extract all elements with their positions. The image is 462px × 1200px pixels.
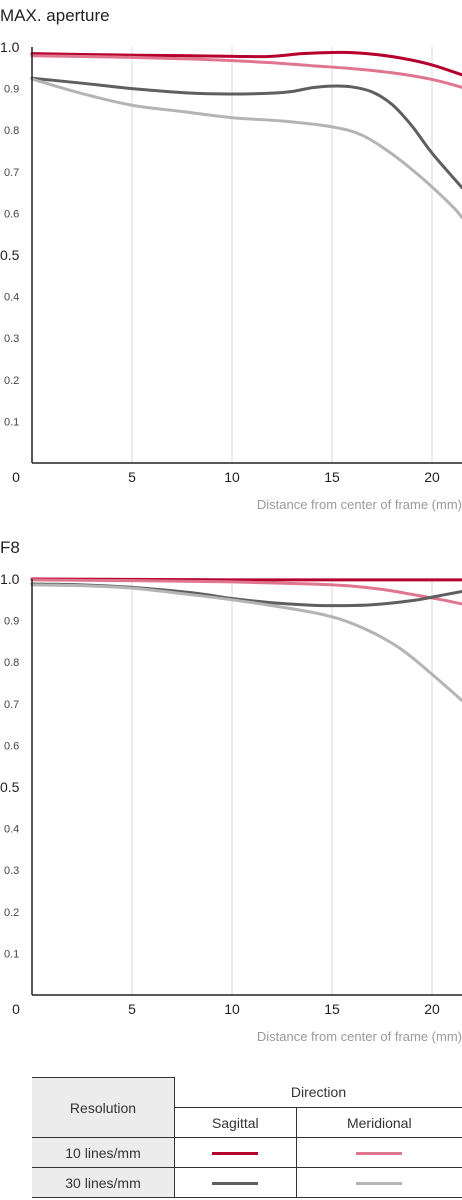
x-tick-label: 0 [12, 1001, 20, 1017]
x-tick-label: 20 [424, 1001, 440, 1017]
y-tick-label: 0.4 [4, 824, 19, 836]
y-tick-label: 0.1 [4, 416, 19, 428]
y-tick-label: 0.7 [4, 699, 19, 711]
series-line-10-sagittal [30, 50, 462, 77]
x-tick-label: 15 [324, 1001, 340, 1017]
chart-title: MAX. aperture [0, 6, 110, 25]
legend-swatch-cell [174, 1167, 297, 1198]
legend-row: 10 lines/mm [32, 1137, 462, 1168]
legend-swatch-30-sagittal [212, 1182, 259, 1186]
y-tick-label: 0.9 [4, 616, 19, 628]
legend-swatch-cell [174, 1137, 297, 1168]
series-line-30-meridional [30, 77, 462, 220]
mtf-chart-max-aperture: MAX. aperture 1.0 0.9 0.8 0.7 0.6 0.5 0.4 0.3 0.2… [0, 6, 462, 512]
y-tick-label: 0.2 [4, 375, 19, 387]
series-line-30-sagittal [30, 76, 462, 190]
y-tick-label: 0.2 [4, 907, 19, 919]
legend-row-label: 10 lines/mm [32, 1137, 175, 1168]
x-tick-label: 10 [224, 469, 240, 485]
x-axis-label: Distance from center of frame (mm) [257, 1029, 462, 1044]
sagittal-header: Sagittal [174, 1107, 297, 1138]
y-tick-label: 0.6 [4, 208, 19, 220]
x-tick-label: 5 [128, 469, 136, 485]
x-tick-label: 5 [128, 1001, 136, 1017]
x-tick-label: 20 [424, 469, 440, 485]
x-tick-label: 10 [224, 1001, 240, 1017]
y-tick-label: 0.4 [4, 292, 19, 304]
legend-swatch-30-meridional [356, 1182, 403, 1186]
y-tick-label: 0.9 [4, 84, 19, 96]
legend-row-label: 30 lines/mm [32, 1167, 175, 1198]
y-tick-label: 0.1 [4, 948, 19, 960]
y-tick-label: 0.8 [4, 125, 19, 137]
y-tick-label: 1.0 [0, 571, 20, 587]
legend-swatch-cell [295, 1167, 462, 1198]
y-tick-label: 0.3 [4, 865, 19, 877]
legend-swatch-10-sagittal [212, 1152, 259, 1156]
series-line-10-meridional [30, 54, 462, 89]
x-tick-label: 0 [12, 469, 20, 485]
mtf-chart-f8: F8 1.0 0.9 0.8 0.7 0.6 0.5 0.4 0.3 0.2 0.1 0 5 10 15 20… [0, 538, 462, 1044]
legend-table: Resolution Direction Sagittal Meridional… [32, 1077, 462, 1198]
series-line-30-meridional [30, 583, 462, 702]
y-tick-label: 0.5 [0, 779, 20, 795]
direction-header: Direction [174, 1077, 462, 1108]
y-tick-label: 0.5 [0, 247, 20, 263]
legend-swatch-10-meridional [356, 1152, 403, 1156]
meridional-header: Meridional [295, 1107, 462, 1138]
y-tick-label: 0.6 [4, 740, 19, 752]
y-tick-label: 0.7 [4, 167, 19, 179]
x-tick-label: 15 [324, 469, 340, 485]
legend-row: 30 lines/mm [32, 1167, 462, 1198]
resolution-header: Resolution [32, 1077, 175, 1138]
chart-title: F8 [0, 538, 20, 557]
legend-swatch-cell [295, 1137, 462, 1168]
y-tick-label: 0.3 [4, 333, 19, 345]
x-axis-label: Distance from center of frame (mm) [257, 497, 462, 512]
y-tick-label: 1.0 [0, 39, 20, 55]
y-tick-label: 0.8 [4, 657, 19, 669]
